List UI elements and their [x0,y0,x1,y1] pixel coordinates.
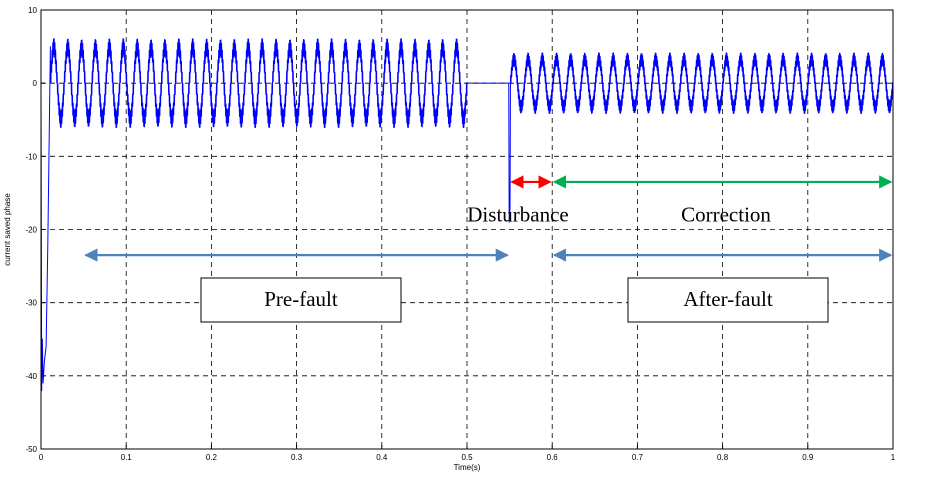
plot-frame [40,9,894,450]
y-axis-label: current saved phase [3,193,12,266]
annotation-box-afterfault [627,277,829,323]
x-axis-label: Time(s) [454,463,481,472]
annotation-label-correction: Correction [681,203,771,227]
y-tick-label: -50 [25,445,37,454]
x-tick-label: 0.1 [121,453,133,462]
x-axis-ticks: 0 0.1 0.2 0.3 0.4 0.5 0.6 0.7 0.8 0.9 1 [39,445,896,462]
annotation-label-afterfault: After-fault [683,287,773,311]
x-tick-label: 0 [39,453,44,462]
x-tick-label: 1 [891,453,896,462]
annotation-box-prefault [200,277,402,323]
y-tick-label: 10 [28,6,37,15]
x-tick-label: 0.5 [461,453,473,462]
x-tick-label: 0.6 [547,453,559,462]
annotation-label-prefault: Pre-fault [264,287,338,311]
y-tick-label: -40 [25,372,37,381]
x-tick-label: 0.7 [632,453,644,462]
annotations: Disturbance Correction Pre-fault After-faul… [84,175,893,323]
x-tick-label: 0.8 [717,453,729,462]
x-tick-label: 0.9 [802,453,814,462]
x-tick-label: 0.3 [291,453,303,462]
x-tick-label: 0.2 [206,453,218,462]
x-tick-label: 0.4 [376,453,388,462]
y-tick-label: 0 [33,79,38,88]
y-tick-label: -10 [25,152,37,161]
y-tick-label: -30 [25,299,37,308]
annotation-label-disturbance: Disturbance [467,203,568,227]
current-series-line [40,38,894,391]
y-tick-label: -20 [25,226,37,235]
